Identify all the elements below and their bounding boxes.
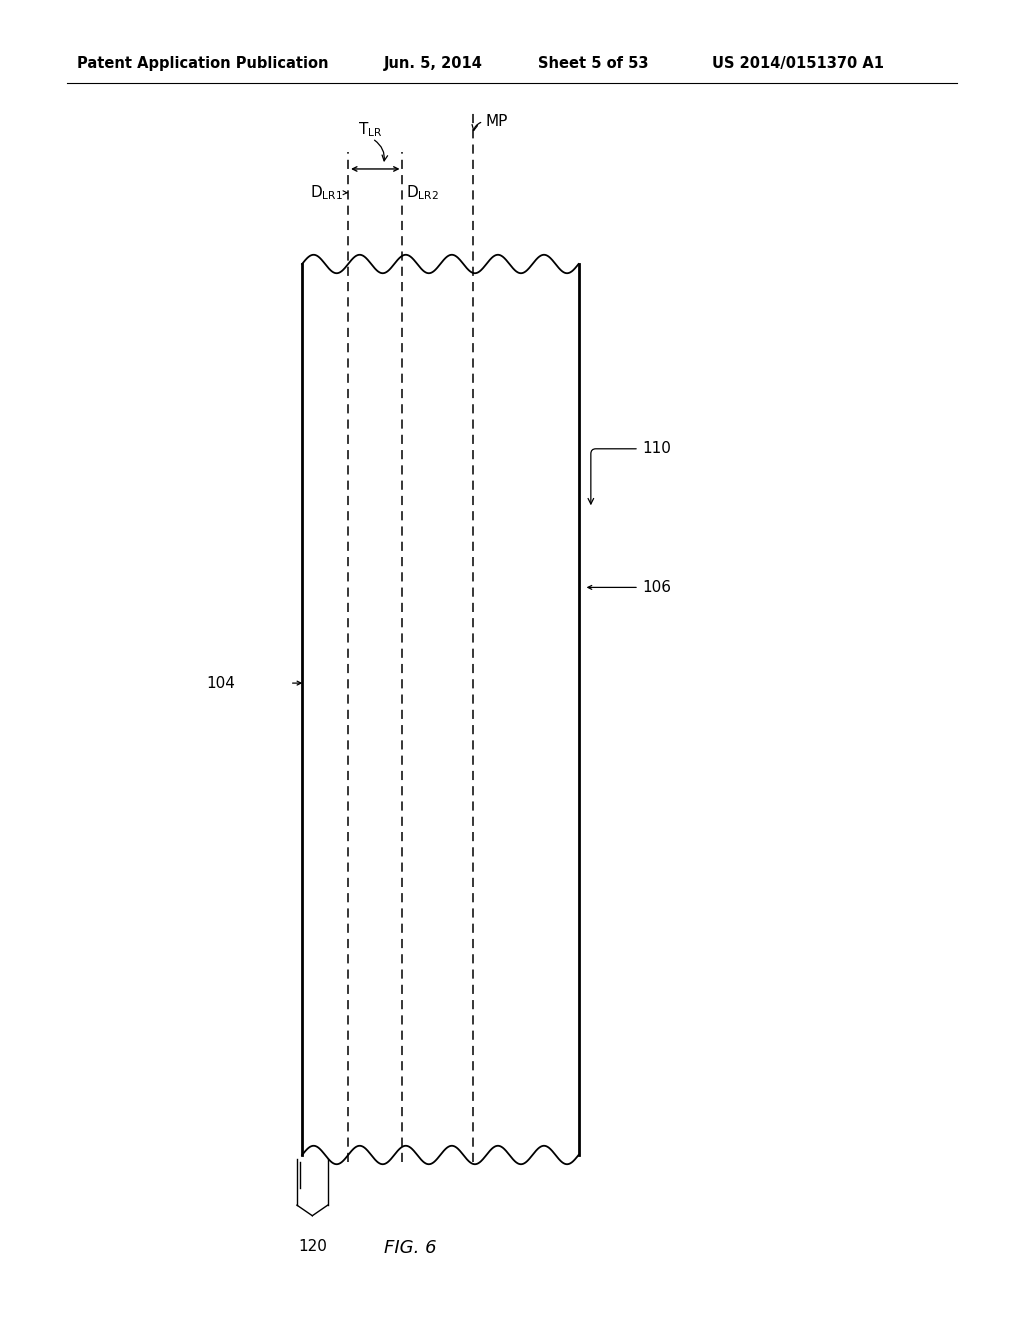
Text: Sheet 5 of 53: Sheet 5 of 53 <box>538 55 648 71</box>
Text: D$_{\mathsf{LR2}}$: D$_{\mathsf{LR2}}$ <box>406 183 438 202</box>
Text: 106: 106 <box>642 579 671 595</box>
Text: 104: 104 <box>207 676 236 690</box>
Text: D$_{\mathsf{LR1}}$: D$_{\mathsf{LR1}}$ <box>310 183 343 202</box>
Text: FIG. 6: FIG. 6 <box>384 1239 436 1258</box>
Text: T$_{\mathsf{LR}}$: T$_{\mathsf{LR}}$ <box>358 120 382 139</box>
Text: Patent Application Publication: Patent Application Publication <box>77 55 329 71</box>
Bar <box>302 264 579 1155</box>
Text: Jun. 5, 2014: Jun. 5, 2014 <box>384 55 483 71</box>
Text: US 2014/0151370 A1: US 2014/0151370 A1 <box>712 55 884 71</box>
Text: 120: 120 <box>298 1239 327 1254</box>
Text: 110: 110 <box>642 441 671 457</box>
Text: MP: MP <box>485 114 508 129</box>
